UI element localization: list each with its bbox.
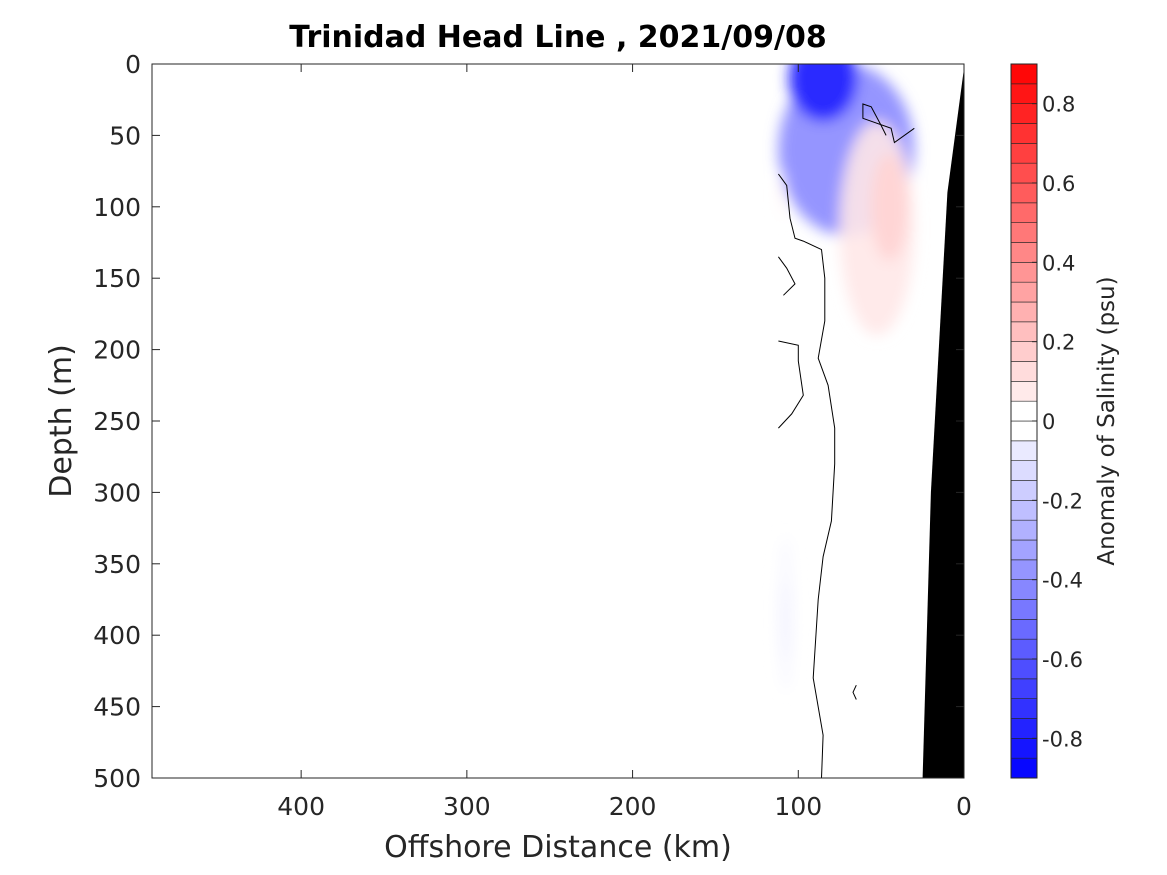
colorbar-tick-label: -0.8 [1042, 727, 1083, 751]
colorbar-segment [1010, 658, 1038, 680]
colorbar-segment [1010, 381, 1038, 402]
anomaly-core-1 [870, 153, 909, 261]
zero-contour-0 [852, 684, 857, 700]
y-tick-label: 450 [93, 693, 141, 722]
anomaly-regions [778, 64, 915, 693]
zero-contour-4 [862, 103, 915, 144]
y-tick-label: 200 [93, 336, 141, 365]
y-tick-label: 50 [109, 121, 141, 150]
colorbar-segment [1010, 519, 1038, 541]
y-tick-label: 350 [93, 550, 141, 579]
zero-contour-3 [777, 173, 836, 778]
colorbar-segment [1010, 361, 1038, 382]
colorbar-segment [1010, 559, 1038, 580]
y-tick-label: 400 [93, 621, 141, 650]
colorbar-label: Anomaly of Salinity (psu) [1094, 276, 1120, 565]
colorbar-segment [1010, 599, 1038, 620]
y-tick-label: 300 [93, 478, 141, 507]
colorbar-tick-label: -0.4 [1042, 569, 1083, 593]
zero-contours [777, 103, 915, 778]
colorbar-tick-label: 0 [1042, 410, 1055, 434]
colorbar-segment [1010, 202, 1038, 223]
colorbar-segment [1010, 698, 1038, 719]
colorbar-segment [1010, 539, 1038, 561]
colorbar-segment [1010, 182, 1038, 204]
seafloor-bathymetry [922, 68, 964, 778]
colorbar-segment [1010, 83, 1038, 104]
colorbar-segment [1010, 678, 1038, 699]
colorbar-segment [1010, 262, 1038, 283]
colorbar-segment [1010, 103, 1038, 124]
colorbar-segment [1010, 420, 1038, 442]
anomaly-core-2 [780, 180, 784, 206]
x-tick-label: 0 [956, 792, 972, 821]
colorbar-tick-label: 0.8 [1042, 93, 1075, 117]
colorbar-segment [1010, 222, 1038, 243]
colorbar-segment [1010, 638, 1038, 660]
anomaly-core-3 [781, 581, 789, 661]
colorbar-segment [1010, 242, 1038, 263]
colorbar-segment [1010, 400, 1038, 422]
chart-title: Trinidad Head Line , 2021/09/08 [289, 20, 826, 55]
plot-area [777, 64, 964, 778]
y-tick-label: 100 [93, 193, 141, 222]
colorbar-tick-label: 0.2 [1042, 331, 1075, 355]
y-axis-label: Depth (m) [44, 344, 79, 498]
x-tick-label: 400 [277, 792, 325, 821]
colorbar-tick-label: -0.2 [1042, 489, 1083, 513]
zero-contour-2 [778, 340, 804, 429]
x-tick-label: 100 [774, 792, 822, 821]
colorbar-segment [1010, 123, 1038, 144]
x-tick-label: 200 [609, 792, 657, 821]
colorbar-segment [1010, 281, 1038, 303]
colorbar-segment [1010, 757, 1038, 779]
colorbar-segment [1010, 341, 1038, 362]
colorbar-segment [1010, 301, 1038, 323]
colorbar-segment [1010, 738, 1038, 759]
colorbar-segment [1010, 321, 1038, 342]
y-tick-label: 250 [93, 407, 141, 436]
colorbar-segment [1010, 143, 1038, 164]
y-tick-label: 500 [93, 764, 141, 793]
colorbar-segment [1010, 460, 1038, 481]
colorbar-tick-label: 0.4 [1042, 251, 1075, 275]
y-tick-label: 150 [93, 264, 141, 293]
zero-contour-1 [777, 256, 796, 296]
colorbar-segment [1010, 440, 1038, 461]
colorbar-segment [1010, 500, 1038, 521]
colorbar-segment [1010, 579, 1038, 600]
colorbar-tick-label: 0.6 [1042, 172, 1075, 196]
colorbar-segment [1010, 619, 1038, 640]
x-axis-label: Offshore Distance (km) [384, 830, 732, 865]
colorbar-segment [1010, 480, 1038, 501]
x-axis: 400 300 200 100 0 [277, 64, 972, 821]
x-tick-label: 300 [443, 792, 491, 821]
anomaly-core-0 [789, 64, 858, 122]
colorbar-segment [1010, 718, 1038, 739]
colorbar-tick-label: -0.6 [1042, 648, 1083, 672]
colorbar: 0.8 0.6 0.4 0.2 0 -0.2 -0.4 -0.6 -0.8 [1010, 63, 1083, 779]
y-tick-label: 0 [125, 50, 141, 79]
y-axis: 0 50 100 150 200 250 300 350 400 450 500 [93, 50, 964, 793]
colorbar-segment [1010, 63, 1038, 85]
colorbar-segment [1010, 162, 1038, 184]
